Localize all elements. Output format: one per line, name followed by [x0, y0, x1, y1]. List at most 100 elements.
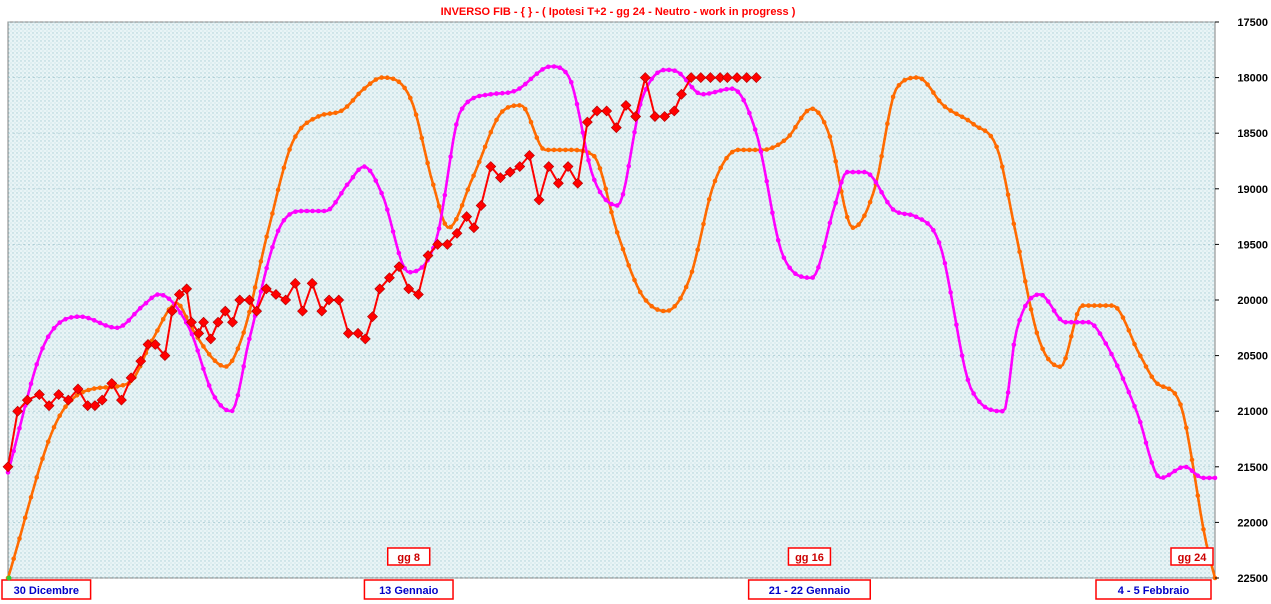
series-point: [86, 387, 91, 393]
series-point: [580, 130, 586, 135]
series-point: [270, 211, 275, 216]
series-point: [913, 214, 919, 220]
y-tick-label: 20000: [1237, 295, 1268, 307]
series-point: [1086, 319, 1091, 325]
series-point: [660, 67, 666, 73]
series-point: [103, 385, 108, 390]
series-point: [408, 95, 413, 101]
data-point-diamond: [468, 222, 480, 234]
series-point: [1051, 308, 1057, 313]
series-point: [563, 147, 568, 153]
series-point: [155, 328, 160, 333]
series-point: [321, 112, 327, 117]
data-point-diamond: [581, 116, 593, 128]
series-point: [327, 111, 333, 116]
series-point: [534, 135, 540, 140]
series-point: [258, 289, 264, 294]
series-point: [747, 147, 752, 153]
series-point: [1023, 279, 1028, 284]
data-point-diamond: [649, 111, 661, 122]
series-point: [40, 456, 45, 462]
date-label: 21 - 22 Gennaio: [747, 579, 871, 600]
series-point: [459, 203, 465, 208]
series-point: [385, 207, 390, 212]
series-point: [850, 225, 856, 230]
series-point: [1063, 319, 1068, 325]
series-point: [281, 165, 287, 171]
data-point-diamond: [181, 283, 193, 295]
series-point: [896, 210, 902, 215]
series-point: [1011, 342, 1017, 348]
series-point: [465, 99, 471, 105]
data-point-diamond: [461, 211, 473, 223]
series-point: [609, 201, 614, 207]
series-point: [339, 108, 344, 114]
series-point: [620, 246, 626, 252]
series-point: [1034, 330, 1040, 336]
series-point: [252, 285, 258, 290]
series-point: [936, 240, 942, 245]
series-point: [477, 93, 482, 99]
series-point: [798, 274, 804, 279]
data-point-diamond: [289, 277, 301, 289]
series-point: [833, 159, 838, 164]
series-point: [775, 237, 781, 243]
data-point-diamond: [601, 105, 613, 117]
date-label-text: 30 Dicembre: [14, 585, 79, 597]
series-point: [344, 104, 350, 109]
data-point-diamond: [620, 99, 632, 111]
series-point: [798, 115, 804, 121]
series-point: [1138, 353, 1143, 359]
y-tick-label: 18000: [1237, 73, 1268, 85]
data-point-diamond: [251, 305, 263, 317]
series-point: [241, 364, 246, 369]
series-point: [931, 90, 936, 95]
series-point: [1092, 323, 1097, 329]
series-point: [649, 303, 654, 309]
series-point: [471, 95, 476, 101]
data-point-diamond: [33, 389, 45, 400]
date-label: 4 - 5 Febbraio: [1095, 579, 1212, 600]
series-point: [1172, 468, 1178, 474]
series-point: [569, 147, 574, 153]
data-point-diamond: [12, 405, 24, 417]
series-point: [689, 269, 695, 275]
series-point: [264, 265, 269, 271]
data-point-diamond: [149, 339, 161, 350]
series-point: [643, 298, 649, 303]
series-point: [574, 101, 580, 107]
series-point: [132, 311, 137, 317]
series-point: [850, 169, 856, 175]
series-point: [1005, 192, 1011, 198]
series-point: [925, 82, 930, 87]
series-point: [68, 315, 74, 320]
gg-label-box: [1170, 547, 1214, 566]
series-point: [586, 158, 591, 163]
series-point: [1057, 316, 1063, 322]
series-point: [189, 331, 195, 337]
gg-label: gg 8: [386, 547, 431, 566]
series-point: [1178, 402, 1183, 407]
series-point: [137, 305, 143, 311]
data-point-diamond: [543, 161, 555, 172]
series-point: [431, 182, 436, 188]
date-label-text: 4 - 5 Febbraio: [1118, 585, 1190, 597]
gg-label-box: [787, 547, 832, 566]
series-point: [982, 404, 988, 410]
gg-label-text: gg 24: [1178, 552, 1208, 564]
series-point: [436, 203, 442, 209]
gg-label-text: gg 8: [397, 552, 420, 564]
series-point: [350, 98, 356, 103]
series-point: [1126, 389, 1132, 395]
series-point: [816, 110, 821, 115]
series-point: [758, 149, 764, 154]
series-point: [626, 163, 631, 169]
series-point: [540, 146, 545, 151]
series-point: [482, 144, 488, 150]
series-point: [718, 88, 723, 93]
chart-title: INVERSO FIB - { } - ( Ipotesi T+2 - gg 2…: [441, 6, 796, 18]
data-point-diamond: [352, 327, 364, 339]
series-point: [1166, 386, 1172, 392]
series-point: [908, 75, 913, 81]
data-point-diamond: [451, 227, 463, 239]
